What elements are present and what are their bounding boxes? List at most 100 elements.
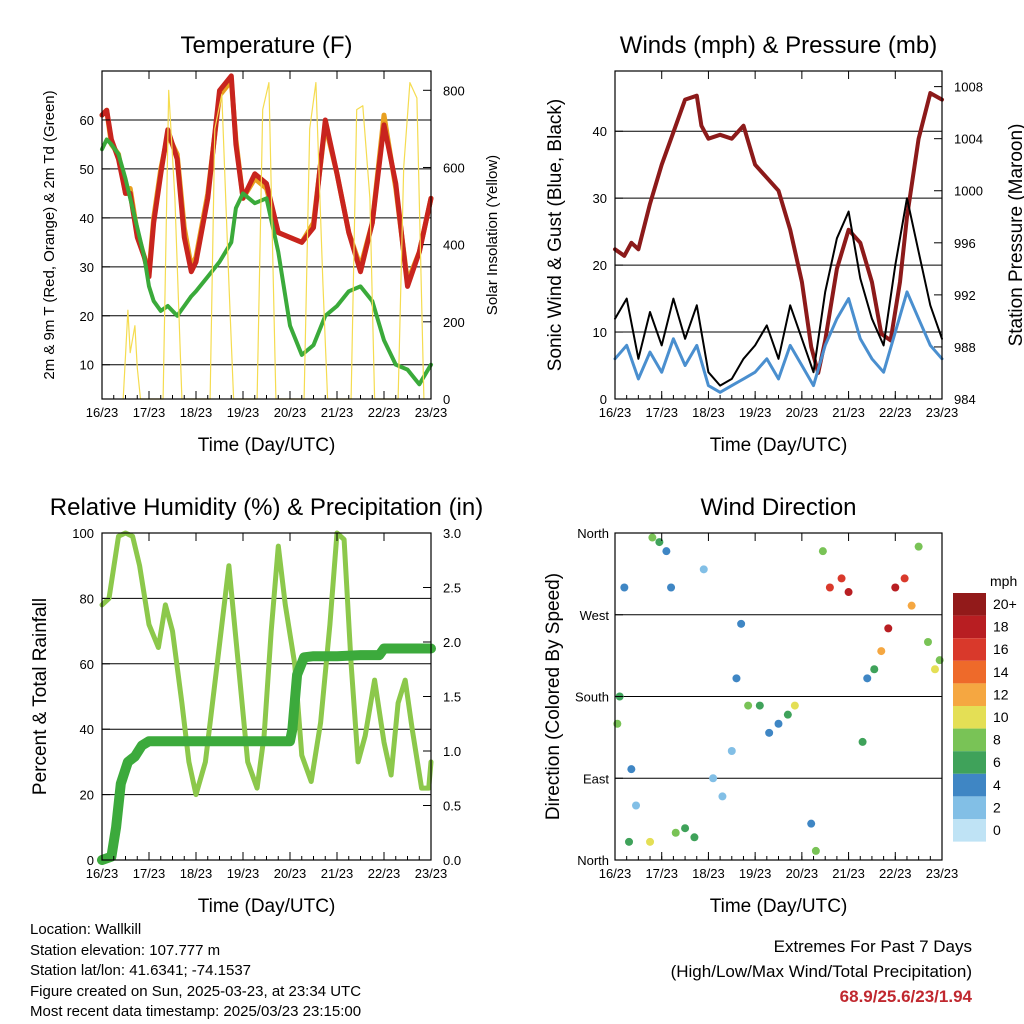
direction-point <box>690 833 699 842</box>
x-axis-label: Time (Day/UTC) <box>710 435 848 456</box>
direction-point <box>870 665 879 674</box>
colorbar-swatch <box>953 638 986 661</box>
x-tick-label: 19/23 <box>227 405 260 420</box>
x-axis-label: Time (Day/UTC) <box>198 896 336 917</box>
chart-3: 16/23 17/23 18/23 19/23 20/23 21/23 22/23 23/23… <box>30 494 483 917</box>
y2-tick-label: 3.0 <box>443 526 461 541</box>
colorbar-label: 16 <box>993 641 1009 657</box>
x-tick-label: 21/23 <box>321 866 354 881</box>
colorbar-title: mph <box>990 573 1017 589</box>
direction-point <box>737 619 746 628</box>
direction-point <box>807 819 816 828</box>
x-tick-label: 16/23 <box>599 405 632 420</box>
direction-point <box>632 801 641 810</box>
x-tick-label: 23/23 <box>415 866 448 881</box>
x-tick-label: 22/23 <box>879 405 912 420</box>
y2-tick-label: 0.5 <box>443 799 461 814</box>
direction-point <box>718 792 727 801</box>
plot-frame <box>614 70 943 400</box>
series-line-2 <box>97 643 436 865</box>
y2-tick-label: 988 <box>954 340 976 355</box>
y-tick-label: North <box>577 853 609 868</box>
x-tick-label: 19/23 <box>227 866 260 881</box>
y-tick-label: 80 <box>80 591 94 606</box>
chart-4: 16/23 17/23 18/23 19/23 20/23 21/23 22/23 23/23… <box>543 494 958 917</box>
y-tick-label: 100 <box>72 526 94 541</box>
x-tick-label: 16/23 <box>599 866 632 881</box>
x-tick-label: 21/23 <box>321 405 354 420</box>
direction-point <box>620 583 629 592</box>
extremes-values: 68.9/25.6/23/1.94 <box>839 987 972 1006</box>
colorbar-swatch <box>953 593 986 616</box>
direction-point <box>891 583 900 592</box>
direction-point <box>709 774 718 783</box>
x-tick-label: 18/23 <box>180 866 213 881</box>
direction-point <box>837 574 846 583</box>
y-tick-label: 60 <box>80 657 94 672</box>
series-line-4 <box>122 81 425 400</box>
y2-tick-label: 200 <box>443 315 465 330</box>
latest-data-text: Most recent data timestamp: 2025/03/23 2… <box>30 1003 362 1020</box>
y2-tick-label: 1000 <box>954 184 983 199</box>
direction-point <box>930 665 939 674</box>
colorbar-swatch <box>953 683 986 706</box>
y2-tick-label: 800 <box>443 83 465 98</box>
colorbar-label: 4 <box>993 777 1001 793</box>
y-axis-label: 2m & 9m T (Red, Orange) & 2m Td (Green) <box>41 90 58 379</box>
colorbar-swatch <box>953 660 986 684</box>
direction-point <box>825 583 834 592</box>
created-text: Figure created on Sun, 2025-03-23, at 23… <box>30 982 362 1000</box>
colorbar-swatch <box>953 773 986 797</box>
x-tick-label: 18/23 <box>692 405 725 420</box>
y2-tick-label: 996 <box>954 236 976 251</box>
x-tick-label: 20/23 <box>274 866 307 881</box>
y-tick-label: 40 <box>593 124 607 139</box>
y2-tick-label: 0 <box>443 392 450 407</box>
direction-point <box>625 837 634 846</box>
chart-title: Relative Humidity (%) & Precipitation (i… <box>50 494 483 521</box>
colorbar-label: 6 <box>993 754 1001 770</box>
y-tick-label: 30 <box>593 191 607 206</box>
y-axis-label: Sonic Wind & Gust (Blue, Black) <box>545 99 566 371</box>
y2-tick-label: 1.5 <box>443 690 461 705</box>
y2-tick-label: 1008 <box>954 80 983 95</box>
colorbar-label: 8 <box>993 732 1001 748</box>
colorbar-label: 14 <box>993 664 1009 680</box>
direction-point <box>811 846 820 855</box>
y-tick-label: 10 <box>593 325 607 340</box>
y-axis-label: Percent & Total Rainfall <box>30 598 51 795</box>
direction-point <box>699 565 708 574</box>
x-tick-label: 23/23 <box>415 405 448 420</box>
y2-tick-label: 400 <box>443 238 465 253</box>
x-tick-label: 20/23 <box>786 405 819 420</box>
y-tick-label: 20 <box>80 788 94 803</box>
series-line-3 <box>100 137 433 387</box>
latlon-text: Station lat/lon: 41.6341; -74.1537 <box>30 962 252 979</box>
y-tick-label: 0 <box>600 392 607 407</box>
direction-point <box>877 647 886 656</box>
direction-point <box>783 710 792 719</box>
y-tick-label: 50 <box>80 162 94 177</box>
x-tick-label: 22/23 <box>879 866 912 881</box>
x-tick-label: 16/23 <box>86 866 119 881</box>
y-tick-label: 20 <box>80 309 94 324</box>
direction-point <box>727 747 736 755</box>
chart-title: Temperature (F) <box>180 32 352 59</box>
direction-point <box>667 583 676 592</box>
station-info: Location: Wallkill Station elevation: 10… <box>30 920 361 1023</box>
x-tick-label: 20/23 <box>274 405 307 420</box>
y-tick-label: North <box>577 526 609 541</box>
extremes-box: Extremes For Past 7 Days (High/Low/Max W… <box>671 934 972 1009</box>
colorbar-swatch <box>953 751 986 774</box>
x-axis-label: Time (Day/UTC) <box>198 435 336 456</box>
y2-tick-label: 0.0 <box>443 853 461 868</box>
x-tick-label: 23/23 <box>926 405 959 420</box>
direction-point <box>907 601 916 610</box>
y-tick-label: 10 <box>80 358 94 373</box>
y-tick-label: 20 <box>593 258 607 273</box>
y2-tick-label: 1.0 <box>443 744 461 759</box>
colorbar-label: 10 <box>993 709 1009 725</box>
direction-point <box>858 737 867 746</box>
series-line-3 <box>614 197 943 387</box>
